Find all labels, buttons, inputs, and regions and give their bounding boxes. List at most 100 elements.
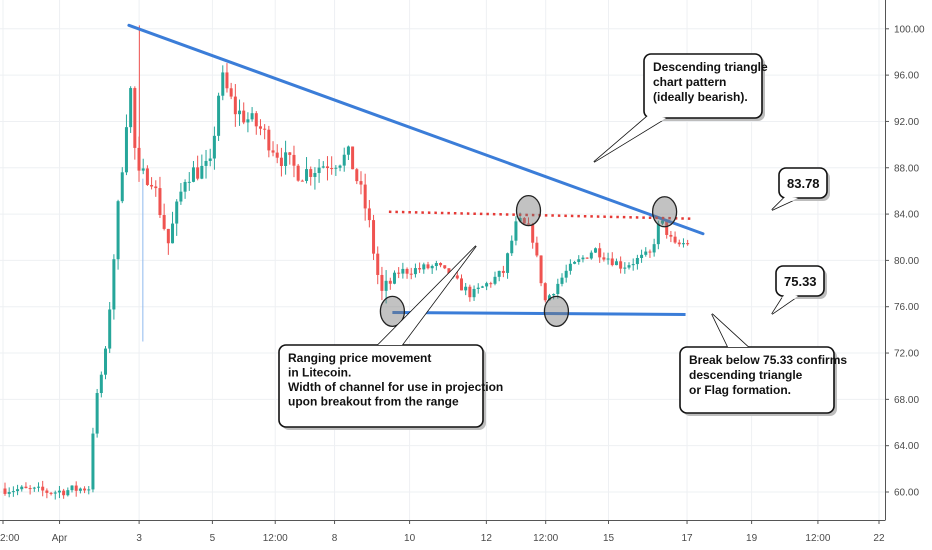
x-tick-label: 17 bbox=[681, 533, 693, 544]
candle-body bbox=[166, 228, 170, 244]
candle-body bbox=[246, 119, 250, 123]
candle-body bbox=[28, 488, 32, 490]
candle-body bbox=[418, 268, 422, 270]
candle-body bbox=[41, 486, 45, 491]
candle-body bbox=[485, 283, 489, 287]
candle-body bbox=[434, 263, 438, 267]
candle-body bbox=[70, 485, 74, 491]
candle-body bbox=[32, 487, 36, 489]
touch-point-ellipse bbox=[651, 196, 678, 228]
candle-body bbox=[652, 244, 656, 253]
candle-body bbox=[288, 152, 292, 155]
candle-body bbox=[619, 261, 623, 269]
candle-body bbox=[422, 264, 426, 270]
y-tick-label: 72.00 bbox=[894, 349, 919, 360]
candle-body bbox=[225, 72, 229, 89]
candle-body bbox=[217, 95, 221, 136]
candle-body bbox=[560, 277, 564, 284]
candle-body bbox=[242, 110, 246, 123]
callout-text-line: upon breakout from the range bbox=[288, 395, 459, 409]
candle-body bbox=[74, 485, 78, 491]
candle-body bbox=[162, 215, 166, 229]
candle-body bbox=[183, 181, 187, 192]
candle-body bbox=[405, 268, 409, 274]
callout-text-line: Break below 75.33 confirms bbox=[689, 353, 847, 367]
candle-body bbox=[16, 489, 20, 492]
candle-body bbox=[24, 486, 28, 489]
candle-body bbox=[91, 433, 95, 490]
candle-body bbox=[514, 221, 518, 241]
price-scale[interactable] bbox=[885, 0, 932, 550]
candle-body bbox=[489, 283, 493, 285]
candle-body bbox=[87, 489, 91, 491]
callout-text-line: in Litecoin. bbox=[288, 366, 351, 380]
candle-body bbox=[137, 147, 141, 171]
callout-pointer-fill bbox=[594, 114, 666, 162]
callout-box bbox=[643, 53, 763, 119]
callout-box bbox=[775, 265, 825, 297]
candle-body bbox=[267, 129, 271, 151]
candle-body bbox=[104, 348, 108, 375]
x-tick-label: 19 bbox=[746, 533, 758, 544]
candle-body bbox=[108, 309, 112, 349]
callout-box bbox=[778, 167, 828, 199]
candle-body bbox=[150, 184, 154, 187]
y-tick-label: 100.00 bbox=[894, 24, 925, 35]
candle-body bbox=[476, 287, 480, 289]
support-line bbox=[392, 311, 686, 316]
candle-layer bbox=[3, 25, 690, 500]
candle-body bbox=[141, 168, 145, 171]
candle-body bbox=[342, 154, 346, 166]
callout-box bbox=[679, 346, 835, 414]
candle-body bbox=[673, 236, 677, 243]
candle-body bbox=[208, 158, 212, 161]
candle-body bbox=[455, 275, 459, 279]
candle-body bbox=[380, 274, 384, 291]
candle-body bbox=[606, 258, 610, 260]
candle-body bbox=[480, 286, 484, 288]
candle-body bbox=[585, 257, 589, 259]
candle-body bbox=[171, 223, 175, 244]
candle-body bbox=[313, 172, 317, 177]
candle-body bbox=[212, 135, 216, 159]
candle-body bbox=[338, 165, 342, 168]
candle-body bbox=[363, 184, 367, 209]
candle-body bbox=[250, 113, 254, 120]
candle-body bbox=[83, 488, 87, 491]
touch-point-ellipse bbox=[515, 194, 542, 227]
descending-trendline bbox=[127, 23, 705, 236]
candle-body bbox=[644, 251, 648, 255]
candle-body bbox=[468, 286, 472, 298]
x-tick-label: 15 bbox=[603, 533, 615, 544]
candle-body bbox=[133, 88, 137, 148]
candle-body bbox=[552, 293, 556, 296]
candle-body bbox=[677, 242, 681, 245]
candle-body bbox=[598, 248, 602, 258]
time-scale[interactable] bbox=[0, 520, 932, 550]
callout-text-line: Descending triangle bbox=[653, 60, 768, 74]
candle-body bbox=[120, 172, 124, 202]
x-tick-label: 12:00 bbox=[533, 533, 558, 544]
callout-text-line: (ideally bearish). bbox=[653, 90, 748, 104]
candle-body bbox=[388, 280, 392, 284]
candle-body bbox=[300, 180, 304, 182]
candle-body bbox=[384, 280, 388, 291]
candle-body bbox=[78, 488, 82, 491]
candle-body bbox=[522, 218, 526, 224]
candle-body bbox=[686, 243, 690, 245]
candle-body bbox=[20, 486, 24, 490]
candle-body bbox=[271, 150, 275, 153]
candle-body bbox=[443, 265, 447, 269]
candle-body bbox=[665, 220, 669, 235]
y-tick-label: 76.00 bbox=[894, 302, 919, 313]
candle-body bbox=[355, 169, 359, 182]
x-tick-label: 22 bbox=[873, 533, 885, 544]
x-tick-label: 2:00 bbox=[0, 533, 20, 544]
candle-body bbox=[292, 154, 296, 166]
candle-body bbox=[11, 491, 15, 493]
candle-body bbox=[367, 208, 371, 221]
candle-body bbox=[594, 248, 598, 253]
